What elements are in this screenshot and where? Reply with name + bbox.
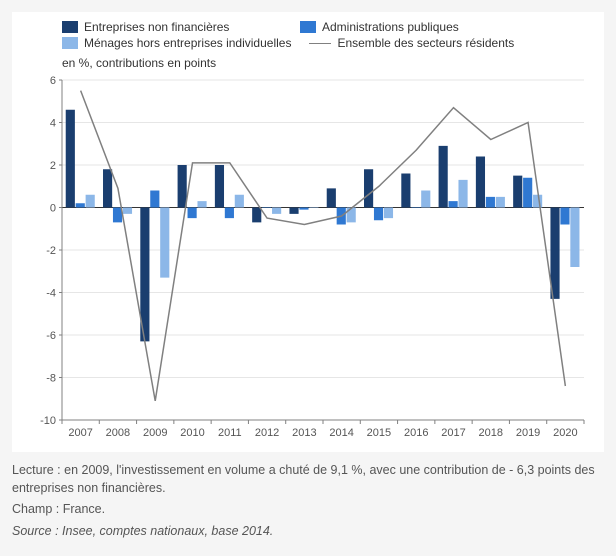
legend-item-s3: Ménages hors entreprises individuelles (62, 36, 291, 50)
legend-swatch-s3 (62, 37, 78, 49)
svg-text:2013: 2013 (292, 427, 316, 439)
legend-label-s3: Ménages hors entreprises individuelles (84, 36, 291, 50)
svg-text:2016: 2016 (404, 427, 428, 439)
svg-text:0: 0 (50, 203, 56, 215)
legend-item-s2: Administrations publiques (300, 20, 520, 34)
svg-text:2015: 2015 (367, 427, 391, 439)
svg-text:2010: 2010 (180, 427, 204, 439)
svg-text:-10: -10 (40, 415, 56, 427)
svg-text:2014: 2014 (329, 427, 353, 439)
svg-text:2007: 2007 (68, 427, 92, 439)
svg-text:2008: 2008 (106, 427, 130, 439)
svg-text:2017: 2017 (441, 427, 465, 439)
svg-text:6: 6 (50, 75, 56, 87)
svg-text:-4: -4 (46, 288, 56, 300)
footnote-source: Source : Insee, comptes nationaux, base … (12, 523, 604, 541)
svg-text:-8: -8 (46, 373, 56, 385)
legend-item-s4: Ensemble des secteurs résidents (309, 36, 529, 50)
y-axis-label: en %, contributions en points (22, 56, 594, 70)
footnote-lecture: Lecture : en 2009, l'investissement en v… (12, 462, 604, 497)
svg-text:2: 2 (50, 160, 56, 172)
svg-text:2018: 2018 (479, 427, 503, 439)
svg-text:2009: 2009 (143, 427, 167, 439)
footnotes: Lecture : en 2009, l'investissement en v… (12, 462, 604, 540)
legend-label-s2: Administrations publiques (322, 20, 459, 34)
legend-item-s1: Entreprises non financières (62, 20, 282, 34)
svg-text:-6: -6 (46, 330, 56, 342)
footnote-champ: Champ : France. (12, 501, 604, 519)
chart-container: Entreprises non financières Administrati… (12, 12, 604, 452)
svg-text:2020: 2020 (553, 427, 577, 439)
svg-text:2011: 2011 (218, 427, 242, 439)
legend-line-s4 (309, 43, 331, 44)
legend-label-s1: Entreprises non financières (84, 20, 229, 34)
svg-text:4: 4 (50, 118, 56, 130)
legend-swatch-s2 (300, 21, 316, 33)
chart-svg: -10 -8 -6 -4 -2 0 2 4 6 2007 2008 2009 2010 2011 2012 2… (22, 72, 594, 442)
svg-text:-2: -2 (46, 245, 56, 257)
legend-swatch-s1 (62, 21, 78, 33)
svg-text:2019: 2019 (516, 427, 540, 439)
legend-label-s4: Ensemble des secteurs résidents (337, 36, 514, 50)
legend: Entreprises non financières Administrati… (22, 20, 594, 52)
svg-text:2012: 2012 (255, 427, 279, 439)
